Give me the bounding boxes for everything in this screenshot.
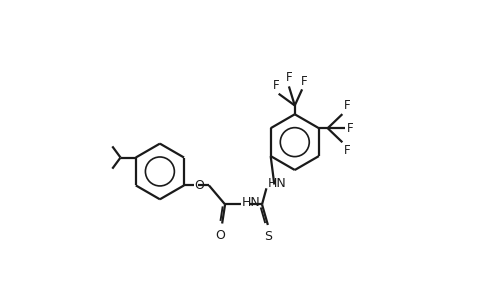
Text: O: O [194,179,204,192]
Text: HN: HN [242,197,261,210]
Text: F: F [344,144,351,157]
Text: S: S [264,230,272,243]
Text: HN: HN [268,177,287,190]
Text: O: O [216,229,226,242]
Text: F: F [301,75,308,88]
Text: F: F [344,99,351,112]
Text: F: F [273,79,280,92]
Text: F: F [347,122,354,135]
Text: F: F [286,71,292,84]
